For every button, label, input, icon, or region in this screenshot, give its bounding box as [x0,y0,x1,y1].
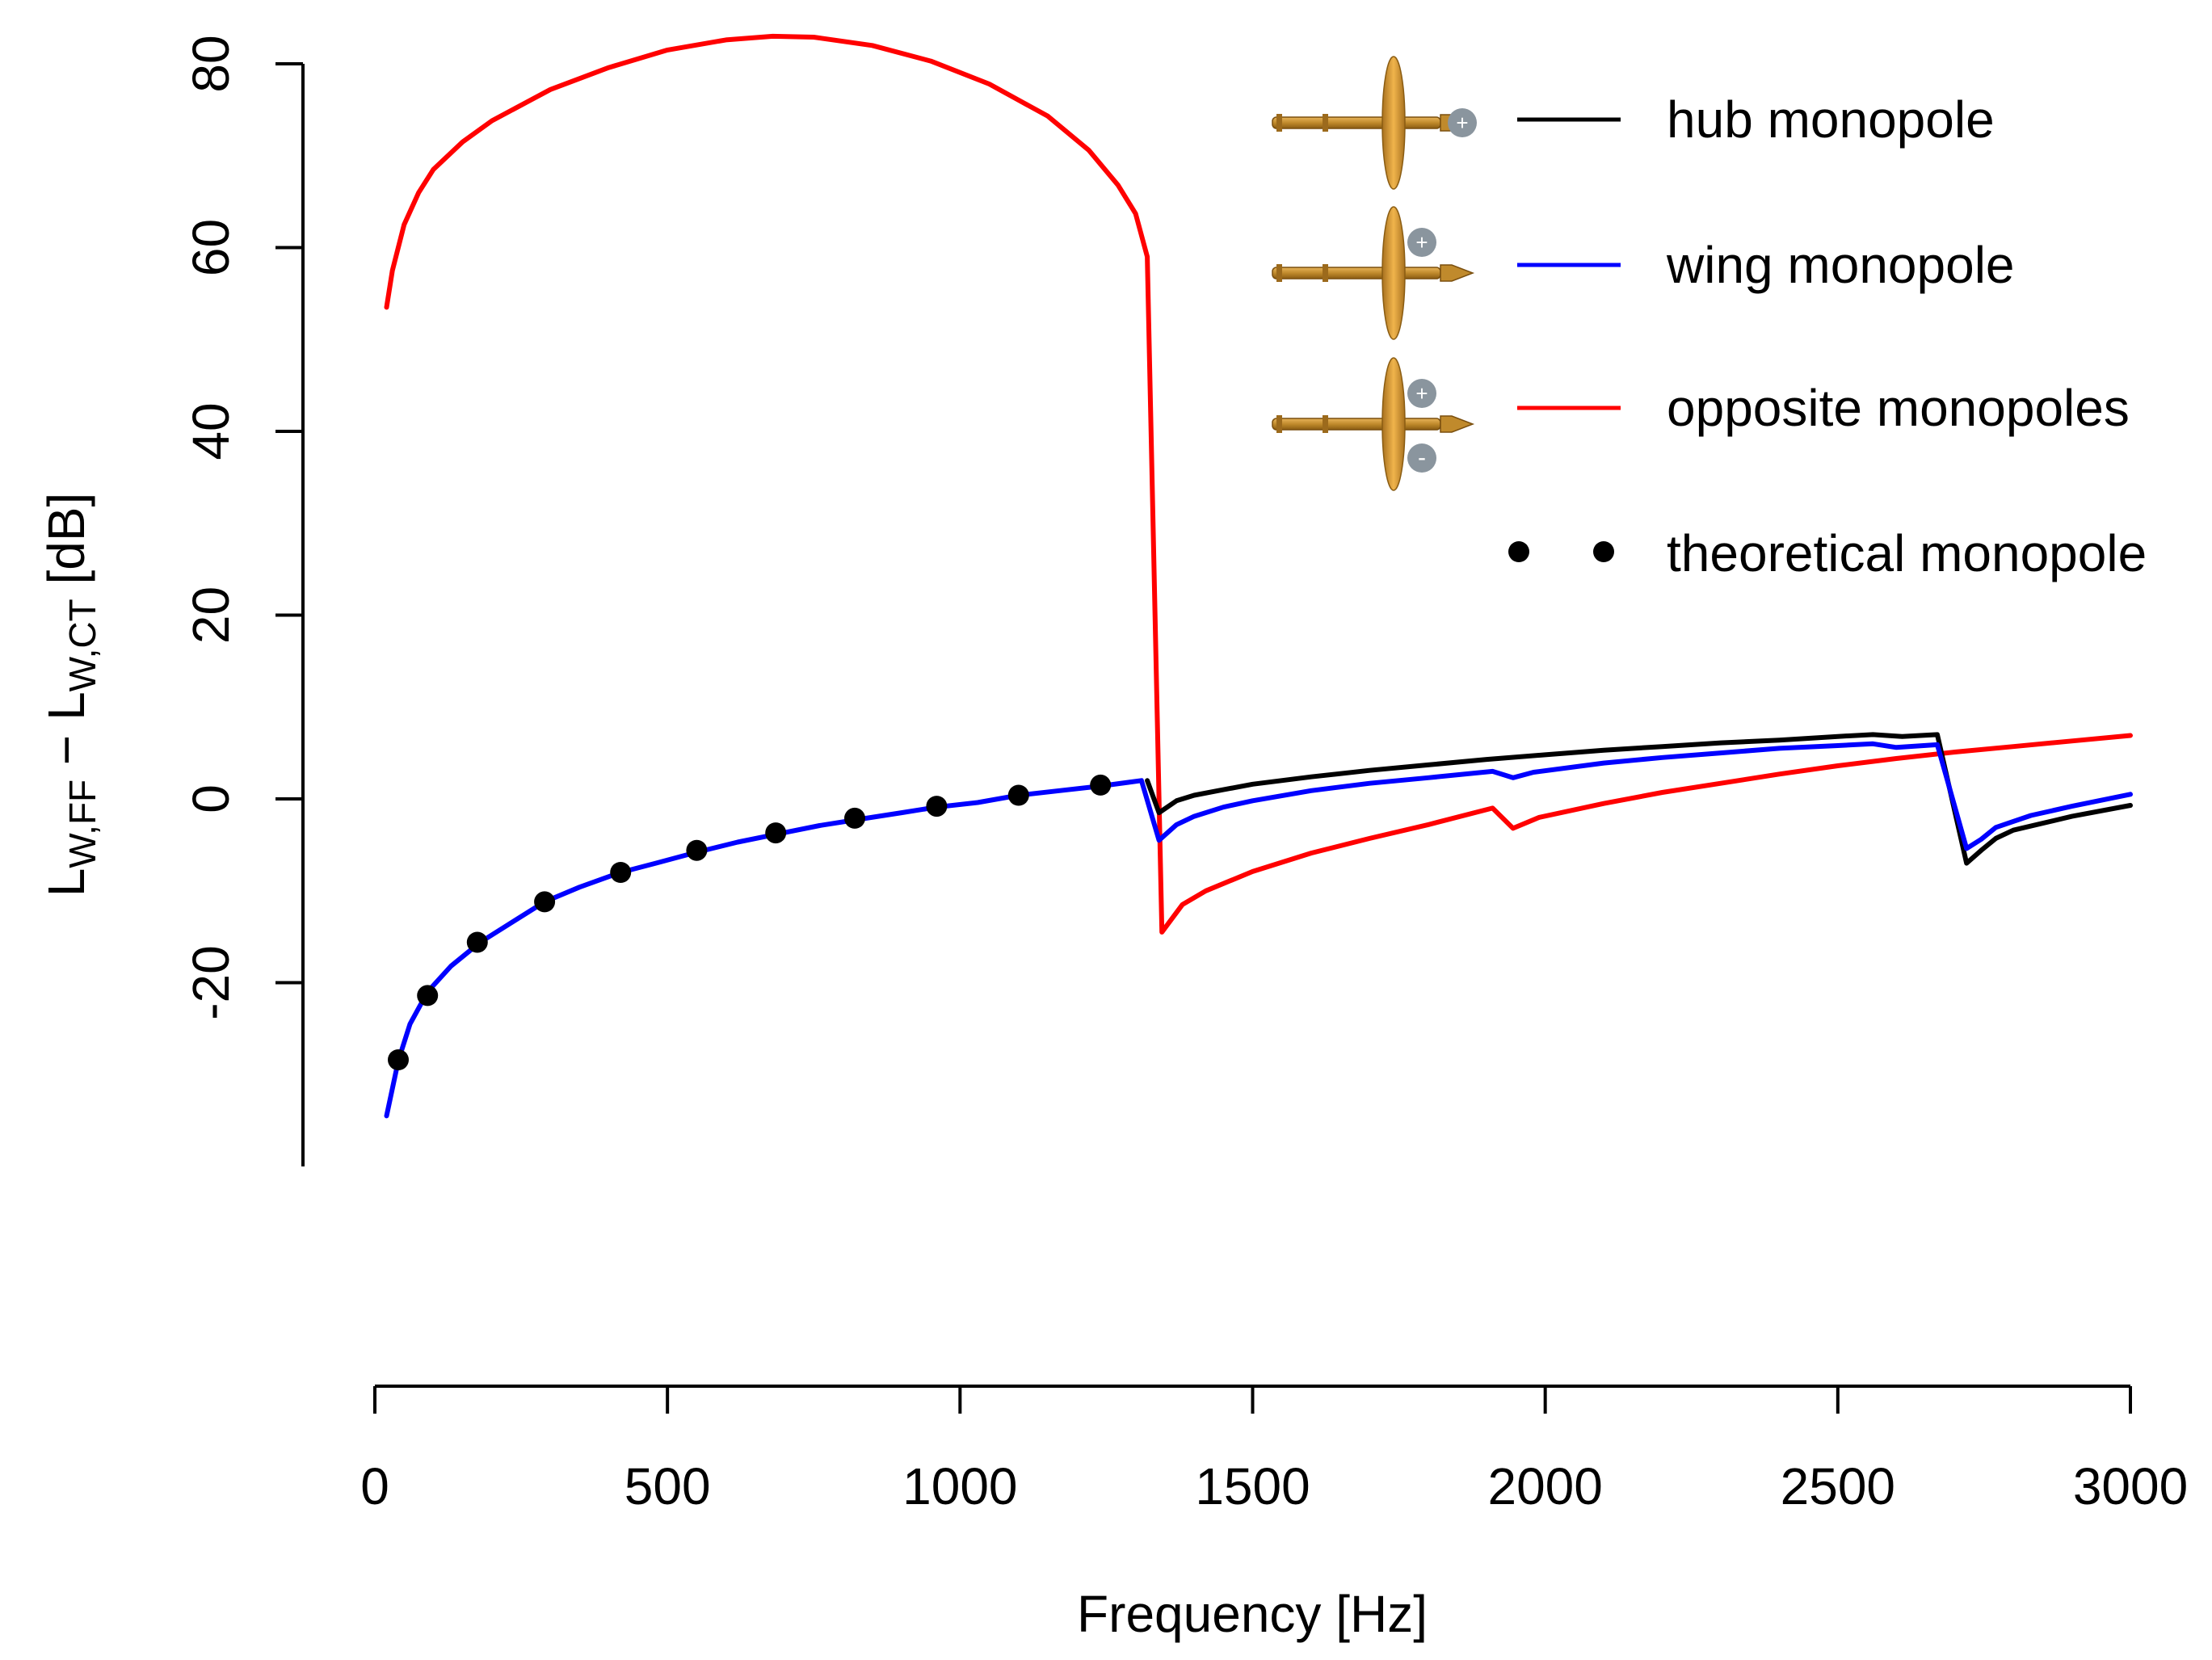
svg-text:+: + [1415,381,1428,406]
series-line-wing-monopole [384,741,2133,1119]
series-line-opposite-monopoles [384,33,2133,935]
data-point-theoretical-monopole [1090,774,1112,796]
propeller-hub-plus-icon: + [1272,56,1477,190]
svg-text:+: + [1415,230,1428,254]
svg-text:-: - [1418,444,1426,471]
data-point-theoretical-monopole [1007,784,1029,806]
legend-swatch-theoretical-monopole-dot-1 [1508,541,1529,562]
y-axis-title-sub2: W,CT [61,599,103,691]
y-tick-label: 0 [182,784,240,813]
x-tick-label: 3000 [2073,1457,2188,1515]
y-tick-label: 20 [182,586,240,644]
data-point-theoretical-monopole [686,839,708,861]
x-axis-title: Frequency [Hz] [1077,1585,1428,1643]
legend-item-theoretical-monopole: theoretical monopole [1508,524,2147,582]
y-axis-title-sub1: W,FF [61,780,103,868]
legend: + hub monopole + wing monopole + - [1272,56,2147,582]
data-point-theoretical-monopole [534,891,556,913]
y-axis-title-suffix: [dB] [37,493,95,599]
data-point-theoretical-monopole [466,931,488,953]
y-tick-label: -20 [182,945,240,1020]
legend-label-theoretical-monopole: theoretical monopole [1667,524,2147,582]
x-tick-label: 1000 [902,1457,1017,1515]
legend-label-wing-monopole: wing monopole [1666,236,2015,294]
x-tick-label: 1500 [1195,1457,1310,1515]
svg-text:+: + [1456,111,1468,135]
data-point-theoretical-monopole [765,822,787,844]
y-tick-label: 40 [182,402,240,460]
legend-label-hub-monopole: hub monopole [1667,90,1995,149]
y-axis: -20 0 20 40 60 80 [182,35,305,1166]
data-point-theoretical-monopole [610,862,632,883]
y-axis-title-prefix: L [37,868,95,897]
data-point-theoretical-monopole [417,985,439,1007]
legend-swatch-theoretical-monopole-dot-2 [1593,541,1614,562]
propeller-wing-plus-icon: + [1272,206,1474,340]
x-axis: 0 500 1000 1500 2000 2500 3000 [360,1385,2188,1515]
x-tick-label: 2000 [1487,1457,1602,1515]
y-tick-label: 60 [182,219,240,276]
data-point-theoretical-monopole [388,1049,409,1070]
x-tick-label: 2500 [1781,1457,1895,1515]
x-tick-label: 500 [624,1457,711,1515]
y-axis-title-mid: − L [37,691,95,780]
series-line-hub-monopole [1145,732,2133,866]
y-axis-title: LW,FF − LW,CT [dB] [37,493,103,897]
data-point-theoretical-monopole [844,807,865,829]
legend-label-opposite-monopoles: opposite monopoles [1667,379,2130,437]
data-point-theoretical-monopole [926,796,948,817]
legend-item-opposite-monopoles: + - opposite monopoles [1272,357,2130,491]
legend-item-hub-monopole: + hub monopole [1272,56,1995,190]
x-tick-label: 0 [360,1457,389,1515]
legend-item-wing-monopole: + wing monopole [1272,206,2015,340]
plot-area [384,33,2133,1119]
propeller-opposite-plus-minus-icon: + - [1272,357,1474,491]
y-tick-label: 80 [182,35,240,92]
